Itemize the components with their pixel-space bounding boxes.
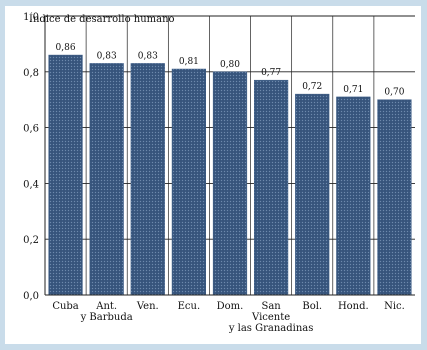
y-tick-label: 0,6 xyxy=(23,124,39,135)
data-label: 0,77 xyxy=(261,68,281,78)
x-tick-label: Nic. xyxy=(384,301,405,312)
x-tick-label: Ant. xyxy=(95,301,117,312)
x-tick-label: Dom. xyxy=(217,301,244,312)
x-tick-label: Ven. xyxy=(136,301,159,312)
y-tick-label: 1,0 xyxy=(23,12,39,23)
bar xyxy=(48,54,83,296)
y-tick-label: 0,0 xyxy=(23,291,39,302)
bar xyxy=(295,93,330,296)
y-tick-label: 0,4 xyxy=(23,179,39,190)
x-tick-label: Vicente xyxy=(251,312,290,323)
bars xyxy=(48,54,412,296)
y-tick-label: 0,2 xyxy=(23,235,39,246)
data-label: 0,80 xyxy=(220,60,240,70)
x-tick-label: Cuba xyxy=(52,301,78,312)
x-tick-label: y Barbuda xyxy=(80,312,133,323)
data-label: 0,83 xyxy=(138,51,158,61)
data-label: 0,81 xyxy=(179,57,199,67)
x-tick-label: Bol. xyxy=(302,301,322,312)
bar xyxy=(89,63,124,296)
x-tick-label: Hond. xyxy=(338,301,369,312)
data-label: 0,71 xyxy=(343,85,363,95)
bar xyxy=(212,71,248,296)
category-separators xyxy=(85,16,375,295)
chart-title: Índice de desarrollo humano xyxy=(29,13,175,25)
data-label: 0,83 xyxy=(97,51,117,61)
bar xyxy=(254,79,289,296)
data-label: 0,72 xyxy=(302,82,322,92)
x-tick-label: Ecu. xyxy=(178,301,201,312)
bar xyxy=(171,68,206,296)
x-tick-label: y las Granadinas xyxy=(228,323,314,334)
chart-panel: 0,86 0,83 0,83 0,81 0,80 0,77 0,72 0,71 0,70 0,0… xyxy=(5,6,421,344)
bar-chart: 0,86 0,83 0,83 0,81 0,80 0,77 0,72 0,71 0,70 0,0… xyxy=(23,12,415,334)
data-label: 0,86 xyxy=(56,43,76,53)
y-tick-label: 0,8 xyxy=(23,68,39,79)
bar xyxy=(377,99,412,296)
data-label: 0,70 xyxy=(384,88,404,98)
bar xyxy=(130,63,165,296)
bar xyxy=(336,96,371,296)
data-labels: 0,86 0,83 0,83 0,81 0,80 0,77 0,72 0,71 0,70 xyxy=(56,43,405,98)
x-tick-label: San xyxy=(261,301,281,312)
